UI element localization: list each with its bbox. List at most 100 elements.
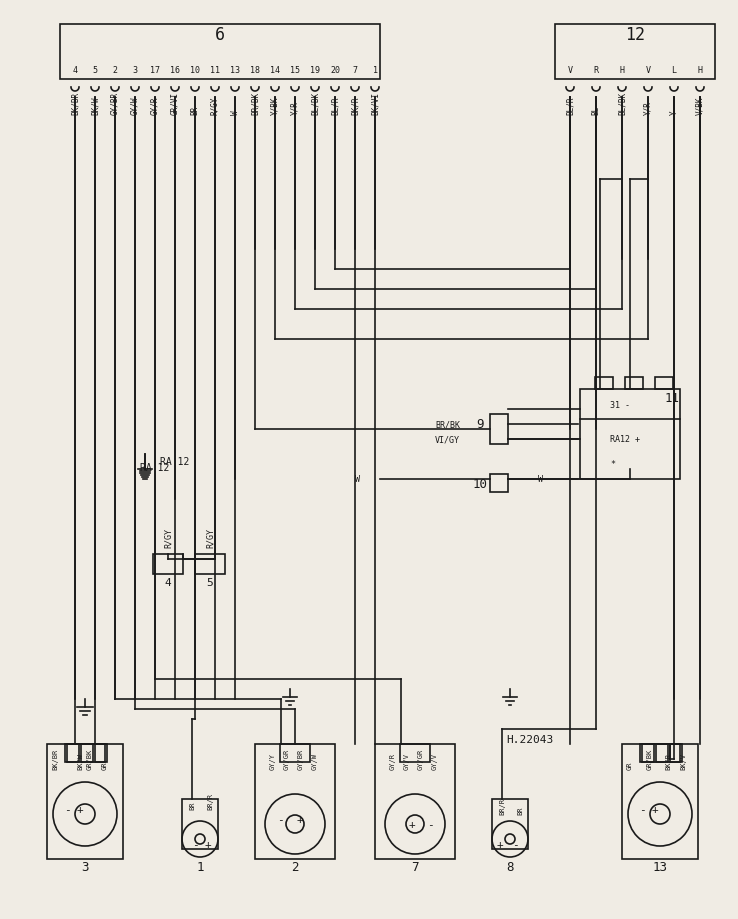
Text: +: + [204, 839, 211, 849]
Bar [182, 800, 218, 849]
Text: GR/BK: GR/BK [647, 748, 653, 769]
Text: +: + [652, 804, 658, 814]
Bar [490, 414, 508, 445]
Text: GY/W: GY/W [312, 752, 318, 769]
Text: 18: 18 [250, 65, 260, 74]
Text: BR/R: BR/R [499, 797, 505, 814]
Bar [153, 554, 183, 574]
Bar [656, 744, 668, 762]
Text: -: - [277, 814, 283, 824]
Bar [670, 744, 682, 762]
Bar [195, 554, 225, 574]
Text: GR/VI: GR/VI [170, 92, 179, 115]
Text: 11: 11 [210, 65, 220, 74]
Text: 10: 10 [472, 478, 488, 491]
Text: GR: GR [627, 761, 633, 769]
Text: BR/BK: BR/BK [250, 92, 260, 115]
Text: BR/R: BR/R [207, 792, 213, 809]
Text: R/GY: R/GY [210, 96, 219, 115]
Text: +: + [409, 819, 415, 829]
Text: 13: 13 [230, 65, 240, 74]
Bar [555, 25, 715, 80]
Text: -: - [192, 839, 199, 849]
Text: BK/BR: BK/BR [71, 92, 80, 115]
Text: W: W [537, 475, 542, 484]
Text: W: W [230, 110, 240, 115]
Text: GR: GR [102, 761, 108, 769]
Text: 2: 2 [292, 860, 299, 874]
Text: BK/V: BK/V [680, 752, 686, 769]
Text: 9: 9 [476, 418, 483, 431]
Text: 7: 7 [411, 860, 418, 874]
Text: BK/BR: BK/BR [52, 748, 58, 769]
Text: Y/R: Y/R [291, 101, 300, 115]
Bar [400, 744, 430, 762]
Bar [95, 744, 107, 762]
Text: 7: 7 [353, 65, 357, 74]
Text: 31 -: 31 - [610, 400, 630, 409]
Text: 12: 12 [625, 26, 645, 44]
Text: BR: BR [189, 800, 195, 809]
Bar [655, 378, 673, 390]
Bar [492, 800, 528, 849]
Text: H.22043: H.22043 [506, 734, 554, 744]
Text: 17: 17 [150, 65, 160, 74]
Text: +: + [77, 804, 83, 814]
Text: 14: 14 [270, 65, 280, 74]
Text: GY/R: GY/R [151, 96, 159, 115]
Text: GY/GR: GY/GR [418, 748, 424, 769]
Text: Y/BK: Y/BK [271, 96, 280, 115]
Bar [622, 744, 698, 859]
Bar [60, 25, 380, 80]
Text: GY/BR: GY/BR [298, 748, 304, 769]
Bar [65, 744, 105, 762]
Bar [595, 378, 613, 390]
Bar [640, 744, 680, 762]
Text: 10: 10 [190, 65, 200, 74]
Text: 13: 13 [652, 860, 667, 874]
Bar [490, 474, 508, 493]
Text: V: V [646, 65, 650, 74]
Text: 2: 2 [112, 65, 117, 74]
Text: GR/BK: GR/BK [87, 748, 93, 769]
Text: GY/Y: GY/Y [270, 752, 276, 769]
Bar [642, 744, 654, 762]
Text: V/BK: V/BK [695, 96, 705, 115]
Text: 8: 8 [506, 860, 514, 874]
Text: 15: 15 [290, 65, 300, 74]
Text: BK/VI: BK/VI [370, 92, 379, 115]
Text: BR/BK: BR/BK [435, 420, 460, 429]
Bar [280, 744, 310, 762]
Text: BK/W: BK/W [91, 96, 100, 115]
Text: VI/GY: VI/GY [435, 435, 460, 444]
Text: BR: BR [517, 806, 523, 814]
Text: 3: 3 [133, 65, 137, 74]
Text: GY/W: GY/W [131, 96, 139, 115]
Bar [81, 744, 93, 762]
Text: RA12 +: RA12 + [610, 435, 640, 444]
Text: 16: 16 [170, 65, 180, 74]
Text: L: L [672, 65, 677, 74]
Text: H: H [619, 65, 624, 74]
Text: H: H [697, 65, 703, 74]
Text: W: W [355, 475, 360, 484]
Text: *: * [610, 460, 615, 469]
Text: Y: Y [669, 110, 678, 115]
Text: -: - [427, 819, 433, 829]
Text: GY/V: GY/V [404, 752, 410, 769]
Text: 3: 3 [81, 860, 89, 874]
Text: 5: 5 [92, 65, 97, 74]
Text: 1: 1 [196, 860, 204, 874]
Text: 11: 11 [664, 391, 680, 404]
Bar [47, 744, 123, 859]
Bar [580, 390, 680, 480]
Text: BK/R: BK/R [665, 752, 671, 769]
Text: 19: 19 [310, 65, 320, 74]
Text: RA 12: RA 12 [160, 457, 190, 467]
Text: BL/R: BL/R [331, 96, 339, 115]
Text: BL/BK: BL/BK [311, 92, 320, 115]
Text: R/GY: R/GY [164, 528, 173, 548]
Text: V: V [568, 65, 573, 74]
Bar [375, 744, 455, 859]
Text: R/GY: R/GY [205, 528, 215, 548]
